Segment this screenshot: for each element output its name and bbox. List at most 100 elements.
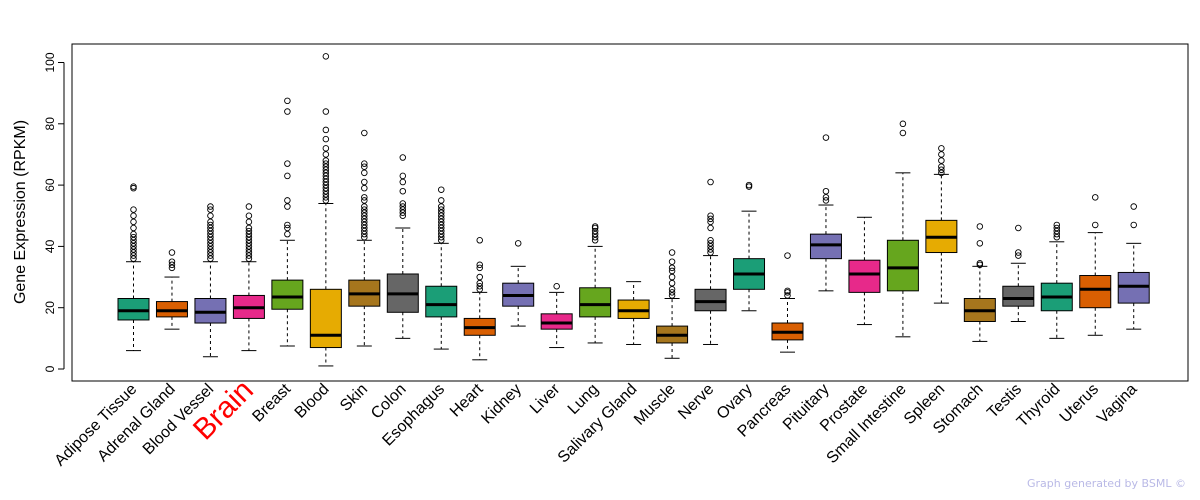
- outlier-point: [361, 169, 368, 177]
- outlier-point: [399, 209, 407, 216]
- outlier-point: [438, 227, 445, 235]
- outlier-point: [361, 178, 368, 186]
- outlier-point: [361, 197, 368, 204]
- outlier-point: [207, 224, 214, 232]
- box-iqr: [1117, 271, 1150, 304]
- outlier-point: [361, 160, 368, 167]
- box-stomach: [963, 223, 996, 342]
- outlier-point: [938, 157, 945, 164]
- box-ovary: [733, 181, 766, 312]
- outlier-point: [245, 246, 253, 253]
- outlier-point: [207, 230, 214, 238]
- x-tick-label: Liver: [527, 380, 564, 417]
- outlier-point: [399, 154, 407, 161]
- outlier-point: [207, 221, 214, 229]
- outlier-point: [361, 224, 368, 232]
- y-tick-label: 80: [43, 117, 57, 131]
- box-iqr: [579, 287, 612, 318]
- credit-footer: Graph generated by BSML ©: [1027, 477, 1186, 490]
- box-blood: [309, 53, 342, 367]
- outlier-point: [245, 218, 253, 226]
- box-iqr: [1002, 285, 1035, 307]
- outlier-point: [245, 240, 253, 247]
- outlier-point: [284, 203, 291, 210]
- outlier-point: [207, 243, 214, 250]
- outlier-point: [207, 233, 214, 241]
- outlier-point: [245, 252, 253, 259]
- outlier-point: [284, 172, 291, 180]
- box-kidney: [502, 240, 535, 327]
- outlier-point: [322, 160, 330, 167]
- outlier-point: [284, 221, 291, 229]
- outlier-point: [245, 255, 253, 262]
- box-iqr: [155, 301, 188, 318]
- outlier-point: [322, 163, 330, 170]
- outlier-point: [322, 145, 330, 152]
- outlier-point: [284, 160, 291, 167]
- outlier-point: [284, 97, 291, 105]
- outlier-point: [168, 249, 176, 256]
- x-tick-label: Thyroid: [1014, 381, 1064, 431]
- outlier-point: [668, 249, 676, 256]
- outlier-point: [1053, 233, 1061, 241]
- box-breast: [271, 97, 304, 347]
- box-spleen: [925, 145, 958, 304]
- box-pituitary: [809, 134, 842, 292]
- outlier-point: [207, 218, 214, 226]
- outlier-point: [207, 206, 214, 213]
- outlier-point: [399, 172, 407, 180]
- outlier-point: [668, 286, 676, 293]
- outlier-point: [1091, 194, 1099, 201]
- outlier-point: [476, 261, 483, 269]
- outlier-point: [361, 163, 368, 170]
- outlier-point: [361, 129, 368, 137]
- outlier-point: [361, 227, 368, 235]
- outlier-point: [1053, 227, 1061, 235]
- outlier-point: [976, 223, 984, 230]
- box-small-intestine: [886, 120, 919, 338]
- outlier-point: [130, 252, 137, 259]
- outlier-point: [399, 187, 407, 195]
- outlier-point: [1015, 224, 1022, 232]
- outlier-point: [784, 252, 791, 259]
- outlier-point: [438, 230, 445, 238]
- outlier-point: [438, 237, 445, 244]
- outlier-point: [361, 230, 368, 238]
- outlier-point: [322, 169, 330, 177]
- x-tick-label: Muscle: [631, 381, 679, 429]
- outlier-point: [476, 273, 483, 281]
- outlier-point: [245, 237, 253, 244]
- outlier-point: [130, 255, 137, 262]
- outlier-point: [130, 240, 137, 247]
- outlier-point: [591, 233, 599, 241]
- outlier-point: [284, 197, 291, 204]
- outlier-point: [476, 282, 483, 290]
- outlier-point: [707, 224, 714, 232]
- outlier-point: [707, 240, 714, 247]
- outlier-point: [1091, 221, 1099, 229]
- outlier-point: [514, 240, 522, 247]
- box-iqr: [540, 313, 573, 330]
- outlier-point: [707, 178, 714, 186]
- box-blood-vessel: [194, 203, 227, 358]
- outlier-point: [399, 178, 407, 186]
- box-skin: [348, 129, 381, 347]
- outlier-point: [938, 145, 945, 152]
- outlier-point: [1015, 249, 1022, 256]
- outlier-point: [476, 264, 483, 272]
- outlier-point: [207, 203, 214, 210]
- outlier-point: [668, 264, 676, 272]
- outlier-point: [938, 163, 945, 170]
- outlier-point: [476, 286, 483, 293]
- box-esophagus: [425, 186, 458, 350]
- outlier-point: [361, 233, 368, 241]
- outlier-point: [207, 237, 214, 244]
- box-adipose-tissue: [117, 183, 150, 352]
- y-tick-label: 0: [43, 365, 57, 372]
- outlier-point: [438, 186, 445, 193]
- outlier-point: [207, 255, 214, 262]
- box-iqr: [848, 259, 881, 293]
- outlier-point: [284, 230, 291, 238]
- box-adrenal-gland: [155, 249, 188, 330]
- outlier-point: [322, 197, 330, 204]
